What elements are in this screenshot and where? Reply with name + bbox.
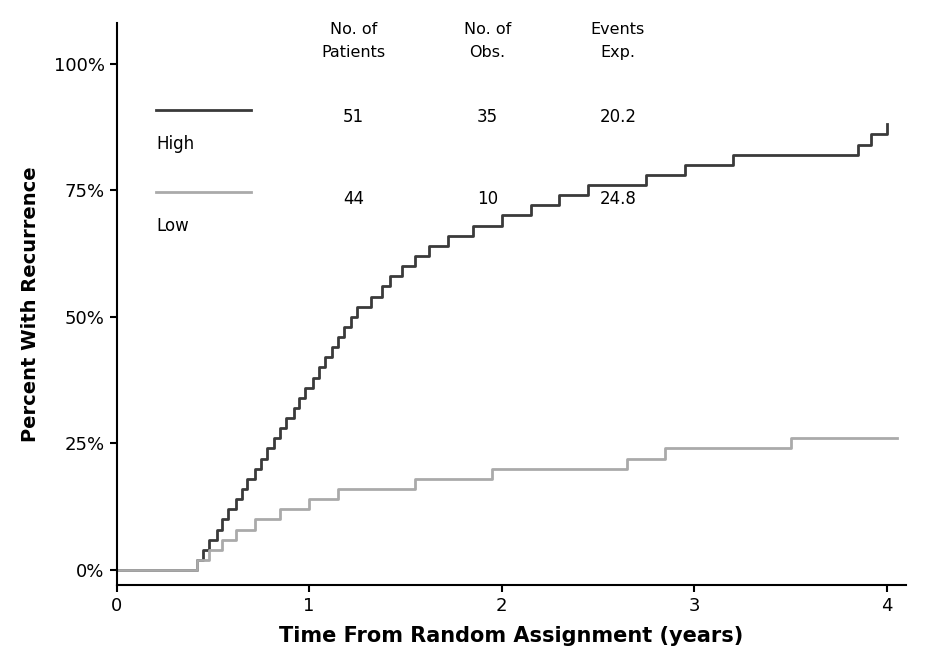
Text: 44: 44 xyxy=(343,189,364,207)
X-axis label: Time From Random Assignment (years): Time From Random Assignment (years) xyxy=(279,626,743,646)
Text: No. of: No. of xyxy=(330,22,377,37)
Text: Events: Events xyxy=(590,22,645,37)
Text: 35: 35 xyxy=(477,108,498,126)
Text: Exp.: Exp. xyxy=(601,45,635,59)
Text: 51: 51 xyxy=(343,108,364,126)
Text: 10: 10 xyxy=(477,189,498,207)
Text: 20.2: 20.2 xyxy=(600,108,637,126)
Y-axis label: Percent With Recurrence: Percent With Recurrence xyxy=(20,166,40,442)
Text: 24.8: 24.8 xyxy=(600,189,637,207)
Text: No. of: No. of xyxy=(464,22,512,37)
Text: Patients: Patients xyxy=(322,45,386,59)
Text: High: High xyxy=(156,135,194,153)
Text: Low: Low xyxy=(156,217,189,235)
Text: Obs.: Obs. xyxy=(470,45,506,59)
